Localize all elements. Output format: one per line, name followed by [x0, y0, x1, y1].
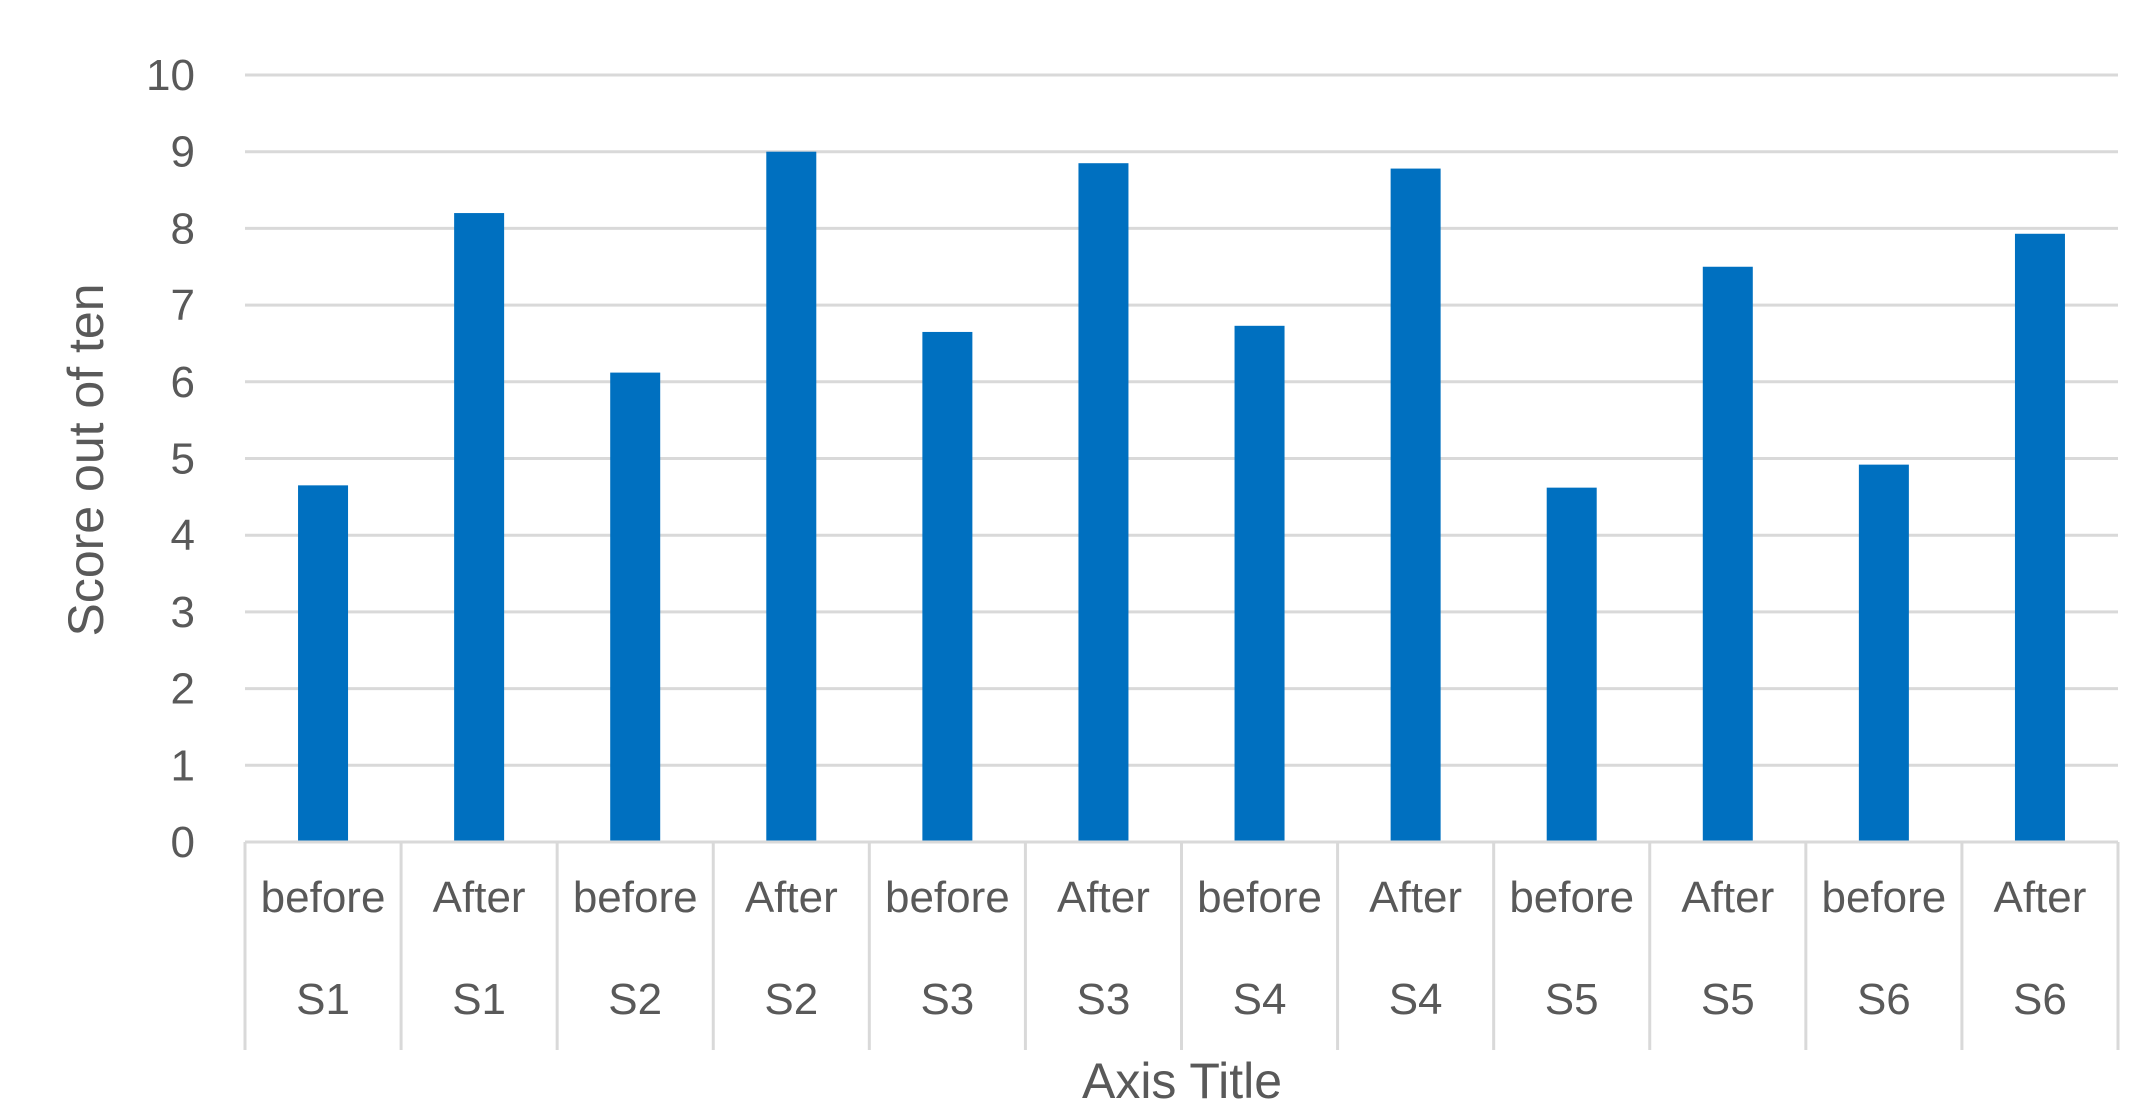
x-inner-label: After [745, 873, 838, 922]
bar [1858, 464, 1909, 842]
bar [1078, 163, 1129, 842]
bar [610, 372, 661, 842]
y-tick-label: 2 [171, 665, 195, 714]
y-tick-label: 5 [171, 435, 195, 484]
y-tick-label: 0 [171, 818, 195, 867]
x-outer-label: S1 [452, 975, 506, 1024]
bars [298, 151, 2065, 843]
x-category-labels: before S1 After S1 before S2 After S2 before S3 Af… [261, 873, 2087, 1024]
x-outer-label: S3 [1077, 975, 1131, 1024]
gridlines [245, 73, 2118, 767]
bar [1546, 487, 1597, 842]
x-inner-label: before [885, 873, 1010, 922]
y-tick-label: 4 [171, 511, 195, 560]
x-axis-title: Axis Title [1082, 1053, 1282, 1109]
x-outer-label: S4 [1233, 975, 1287, 1024]
y-tick-label: 3 [171, 588, 195, 637]
y-tick-labels: 0 1 2 3 4 5 6 7 8 9 10 [146, 51, 195, 867]
x-outer-label: S2 [764, 975, 818, 1024]
bar [454, 213, 505, 842]
x-inner-label: before [573, 873, 698, 922]
x-inner-label: After [433, 873, 526, 922]
bar [766, 151, 817, 842]
y-tick-label: 8 [171, 204, 195, 253]
bar [2014, 233, 2065, 843]
bar [298, 485, 349, 842]
bar [1390, 168, 1441, 843]
y-tick-label: 10 [146, 51, 195, 100]
x-inner-label: before [261, 873, 386, 922]
y-tick-label: 6 [171, 358, 195, 407]
x-axis-lines [243, 840, 2120, 1050]
bar [1234, 325, 1285, 843]
y-tick-label: 9 [171, 128, 195, 177]
x-outer-label: S6 [2013, 975, 2067, 1024]
bar [1702, 266, 1753, 842]
y-tick-label: 7 [171, 281, 195, 330]
bar [922, 331, 973, 842]
x-outer-label: S6 [1857, 975, 1911, 1024]
x-inner-label: After [1681, 873, 1774, 922]
x-outer-label: S4 [1389, 975, 1443, 1024]
x-inner-label: After [1057, 873, 1150, 922]
x-outer-label: S3 [920, 975, 974, 1024]
x-inner-label: before [1197, 873, 1322, 922]
y-axis-title: Score out of ten [58, 283, 114, 636]
x-outer-label: S2 [608, 975, 662, 1024]
x-inner-label: before [1821, 873, 1946, 922]
x-outer-label: S1 [296, 975, 350, 1024]
y-tick-label: 1 [171, 741, 195, 790]
x-outer-label: S5 [1701, 975, 1755, 1024]
x-inner-label: before [1509, 873, 1634, 922]
x-outer-label: S5 [1545, 975, 1599, 1024]
x-inner-label: After [1369, 873, 1462, 922]
x-inner-label: After [1993, 873, 2086, 922]
